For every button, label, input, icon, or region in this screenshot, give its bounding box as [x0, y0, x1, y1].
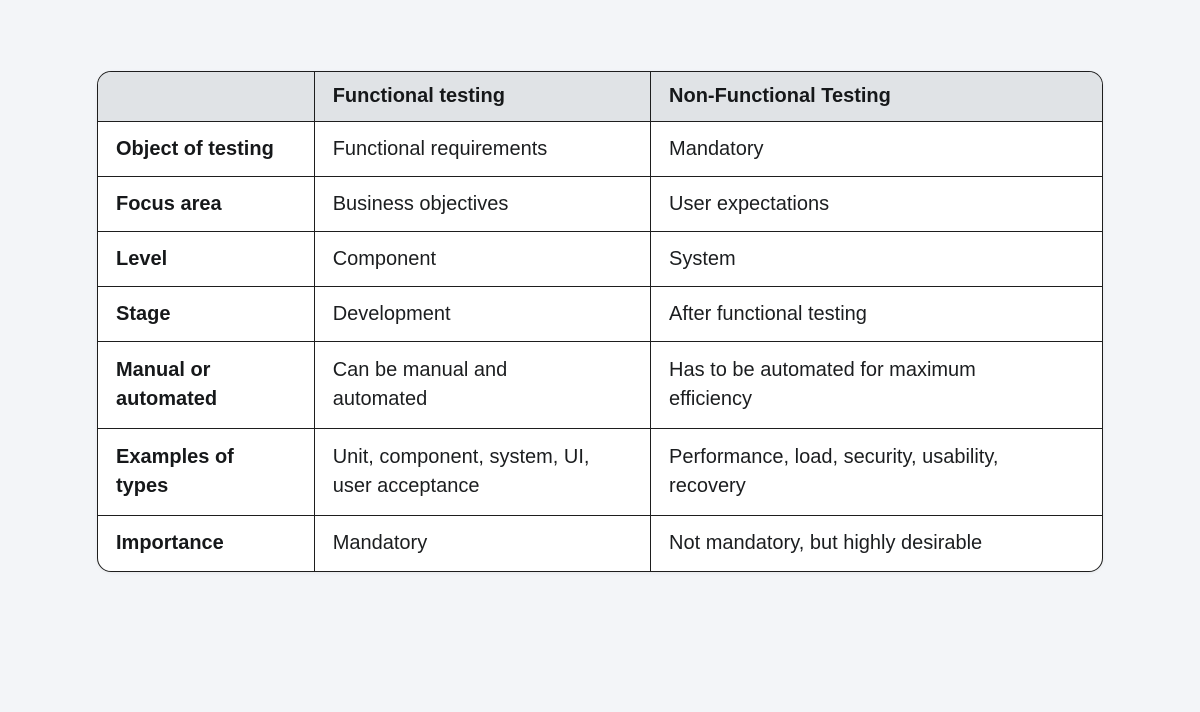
cell-non-functional: Not mandatory, but highly desirable	[669, 531, 983, 554]
table-row-stage: Stage Development After functional testi…	[98, 286, 1102, 342]
table-header-row: Functional testing Non-Functional Testin…	[98, 72, 1102, 122]
cell-functional: Component	[314, 231, 652, 287]
cell-functional: Mandatory	[314, 515, 652, 571]
header-corner-cell	[98, 72, 315, 122]
cell-functional: Functional requirements	[314, 121, 652, 177]
table-row-examples-of-types: Examples of types Unit, component, syste…	[98, 428, 1102, 516]
table-row-level: Level Component System	[98, 231, 1102, 287]
cell-functional: Unit, component, system, UI, user accept…	[314, 428, 652, 516]
header-non-functional-testing: Non-Functional Testing	[650, 72, 1102, 122]
cell-non-functional: Has to be automated for maximum efficien…	[650, 341, 1102, 429]
table-row-object-of-testing: Object of testing Functional requirement…	[98, 121, 1102, 177]
cell-non-functional: System	[650, 231, 1102, 287]
cell-non-functional: After functional testing	[650, 286, 1102, 342]
row-label: Importance	[98, 515, 315, 571]
table-row-focus-area: Focus area Business objectives User expe…	[98, 176, 1102, 232]
table-row-importance: Importance Mandatory Not mandatory, but …	[98, 515, 1102, 571]
row-label: Object of testing	[98, 121, 315, 177]
row-label: Examples of types	[98, 428, 315, 516]
cell-functional: Development	[314, 286, 652, 342]
cell-non-functional: User expectations	[650, 176, 1102, 232]
table-row-manual-or-automated: Manual or automated Can be manual and au…	[98, 341, 1102, 429]
row-label: Focus area	[98, 176, 315, 232]
row-label: Level	[98, 231, 315, 287]
cell-non-functional: Mandatory	[650, 121, 1102, 177]
cell-functional: Business objectives	[314, 176, 652, 232]
row-label: Stage	[98, 286, 315, 342]
cell-non-functional: Performance, load, security, usability, …	[650, 428, 1102, 516]
row-label: Manual or automated	[98, 341, 315, 429]
header-functional-testing: Functional testing	[314, 72, 652, 122]
comparison-table-card: Functional testing Non-Functional Testin…	[97, 71, 1103, 572]
functional-vs-nonfunctional-table: Functional testing Non-Functional Testin…	[98, 72, 1102, 571]
cell-functional: Can be manual and automated	[314, 341, 652, 429]
